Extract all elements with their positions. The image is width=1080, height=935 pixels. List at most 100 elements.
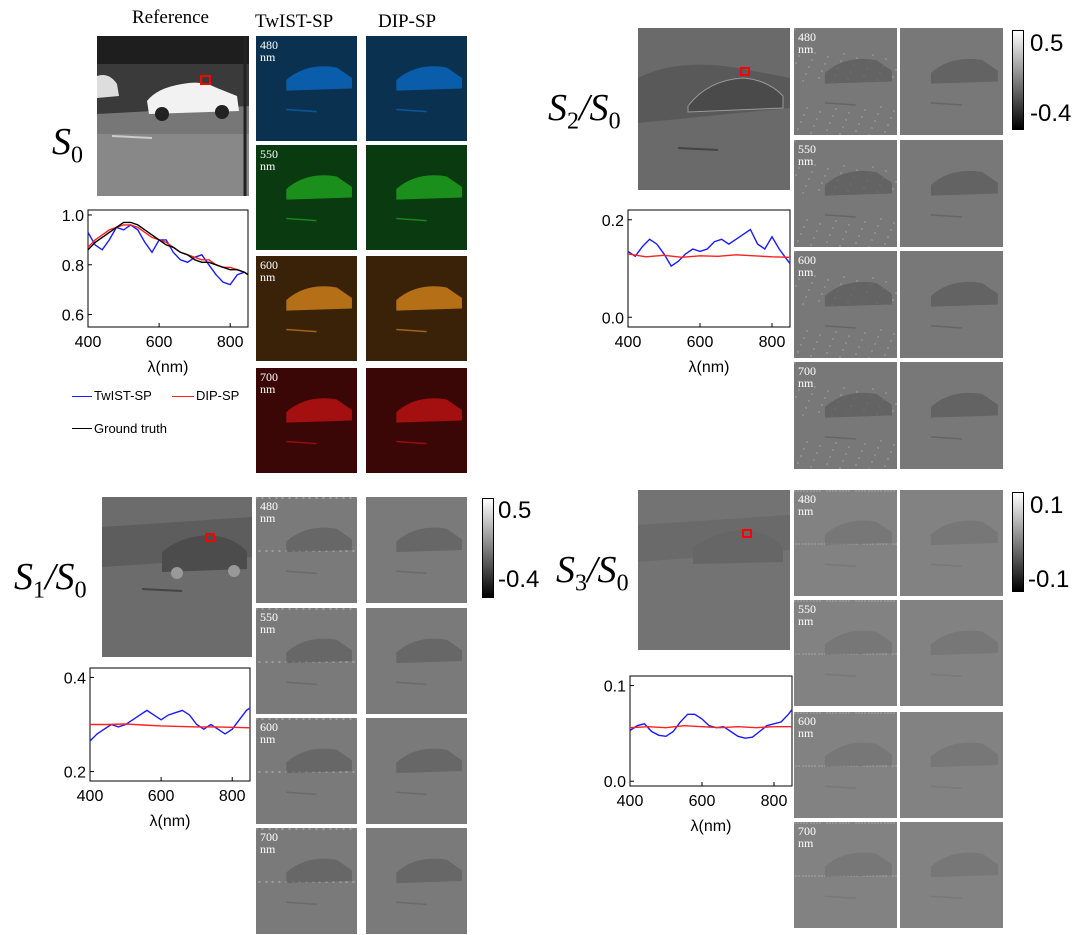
y-tick-label: 0.0 (604, 774, 626, 791)
s2-twist-tile-1: 550 nm (794, 140, 897, 247)
s0-label: S0 (52, 121, 83, 169)
wavelength-tag: 700 nm (798, 364, 816, 390)
legend-gt-label: Ground truth (94, 421, 167, 436)
y-tick-label: 0.6 (62, 308, 84, 325)
s0-dip-tile-0 (366, 36, 467, 141)
s3-cbar-max: 0.1 (1030, 492, 1064, 519)
s1-twist-tile-1: 550 nm (256, 608, 357, 714)
s1-dip-tile-1 (366, 608, 467, 714)
wavelength-tag: 600 nm (798, 253, 816, 279)
wavelength-tag: 480 nm (260, 499, 278, 525)
axes-frame (629, 675, 793, 787)
s0-spectrum-plot: 400 600 800 0.6 0.8 1.0 λ(nm) (62, 208, 249, 376)
axes-frame (627, 209, 791, 328)
y-tick-label: 0.2 (602, 213, 624, 230)
series-line (629, 724, 792, 729)
x-tick-label: 800 (759, 334, 786, 351)
y-tick-label: 1.0 (62, 208, 84, 225)
s1-colorbar (482, 498, 494, 598)
s2-dip-tile-3 (900, 362, 1003, 469)
s1-twist-tile-3: 700 nm (256, 828, 357, 934)
s3-twist-tile-0: 480 nm (794, 490, 897, 596)
wavelength-tag: 550 nm (798, 602, 816, 628)
s1-twist-tile-2: 600 nm (256, 718, 357, 824)
s2-dip-tile-2 (900, 251, 1003, 358)
s0-twist-tile-1: 550 nm (256, 145, 357, 250)
series-line (629, 709, 793, 739)
s3-twist-tile-3: 700 nm (794, 822, 897, 928)
x-tick-label: 400 (77, 788, 104, 805)
x-axis-label: λ(nm) (689, 359, 730, 376)
y-tick-label: 0.4 (64, 670, 86, 687)
s0-twist-tile-2: 600 nm (256, 256, 357, 361)
x-axis-label: λ(nm) (150, 813, 191, 830)
y-tick-label: 0.2 (64, 765, 86, 782)
x-tick-label: 400 (617, 793, 644, 810)
wavelength-tag: 600 nm (798, 714, 816, 740)
s2-twist-tile-3: 700 nm (794, 362, 897, 469)
wavelength-tag: 480 nm (798, 492, 816, 518)
wavelength-tag: 600 nm (260, 258, 278, 284)
wavelength-tag: 480 nm (260, 38, 278, 64)
s0-reference-image (97, 36, 249, 196)
x-axis-label: λ(nm) (148, 359, 189, 376)
wavelength-tag: 550 nm (260, 610, 278, 636)
s3-dip-tile-2 (900, 712, 1003, 818)
legend-dip-label: DIP-SP (196, 388, 240, 403)
s2-twist-tile-0: 480 nm (794, 28, 897, 135)
x-tick-label: 400 (615, 334, 642, 351)
s3-dip-tile-1 (900, 600, 1003, 706)
series-line (89, 707, 251, 742)
x-tick-label: 800 (217, 334, 244, 351)
roi-marker (200, 75, 211, 85)
legend-twist-swatch (72, 396, 92, 397)
series-line (87, 224, 249, 286)
series-line (90, 723, 251, 729)
x-tick-label: 800 (219, 788, 246, 805)
twist-header: TwIST-SP (255, 11, 334, 32)
x-axis-label: λ(nm) (691, 818, 732, 835)
s0-dip-tile-1 (366, 145, 467, 250)
wavelength-tag: 480 nm (798, 30, 816, 56)
y-tick-label: 0.1 (604, 679, 626, 696)
wavelength-tag: 700 nm (798, 824, 816, 850)
legend-twist-label: TwIST-SP (94, 388, 152, 403)
s1-dip-tile-3 (366, 828, 467, 934)
s0-twist-tile-0: 480 nm (256, 36, 357, 141)
s2-twist-tile-2: 600 nm (794, 251, 897, 358)
y-tick-label: 0.8 (62, 258, 84, 275)
s2-spectrum-plot: 400 600 800 0.0 0.2 λ(nm) (602, 209, 791, 376)
s2-dip-tile-1 (900, 140, 1003, 247)
wavelength-tag: 550 nm (798, 142, 816, 168)
s2-reference-image (638, 28, 790, 190)
s0-dip-tile-2 (366, 256, 467, 361)
x-tick-label: 600 (148, 788, 175, 805)
roi-marker (742, 529, 752, 538)
s3-colorbar (1012, 492, 1024, 592)
wavelength-tag: 700 nm (260, 830, 278, 856)
s3-spectrum-plot: 400 600 800 0.0 0.1 λ(nm) (604, 675, 793, 835)
s3-twist-tile-2: 600 nm (794, 712, 897, 818)
s1-reference-image (102, 497, 252, 657)
s1-dip-tile-0 (366, 497, 467, 603)
legend-gt-swatch (72, 428, 92, 429)
wavelength-tag: 700 nm (260, 370, 278, 396)
s3-label: S3/S0 (556, 549, 629, 597)
reference-header: Reference (132, 7, 209, 28)
s0-dip-tile-3 (366, 368, 467, 473)
wavelength-tag: 600 nm (260, 720, 278, 746)
s1-cbar-min: -0.4 (498, 566, 540, 593)
s1-cbar-max: 0.5 (498, 497, 532, 524)
s3-dip-tile-3 (900, 822, 1003, 928)
s3-twist-tile-1: 550 nm (794, 600, 897, 706)
dip-header: DIP-SP (378, 11, 437, 32)
roi-marker (205, 533, 215, 542)
wavelength-tag: 550 nm (260, 147, 278, 173)
s1-label: S1/S0 (14, 556, 87, 604)
s2-cbar-max: 0.5 (1030, 30, 1064, 57)
s2-dip-tile-0 (900, 28, 1003, 135)
s3-reference-image (638, 490, 790, 650)
x-tick-label: 600 (146, 334, 173, 351)
s3-dip-tile-0 (900, 490, 1003, 596)
s1-twist-tile-0: 480 nm (256, 497, 357, 603)
